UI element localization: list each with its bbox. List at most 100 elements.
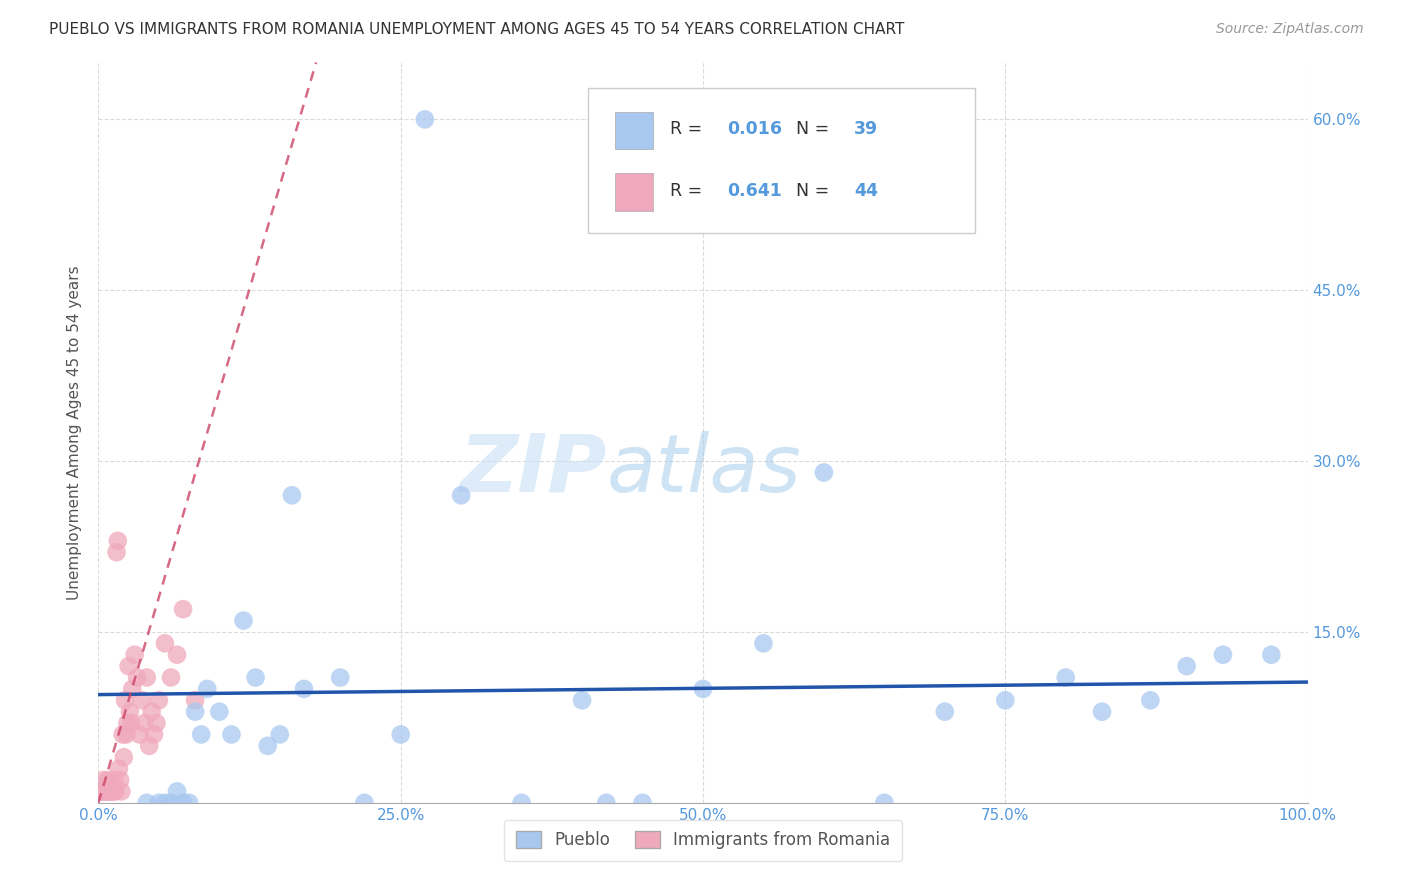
Point <box>692 681 714 696</box>
Text: 44: 44 <box>855 182 879 200</box>
Point <box>184 705 207 719</box>
Point <box>269 727 291 741</box>
Point <box>329 671 352 685</box>
Point <box>118 659 141 673</box>
Point <box>595 796 617 810</box>
Point <box>571 693 593 707</box>
Point <box>1091 705 1114 719</box>
Point <box>153 796 176 810</box>
Point <box>96 784 118 798</box>
Text: 39: 39 <box>855 120 879 138</box>
Point <box>131 693 153 707</box>
Point <box>91 784 114 798</box>
Point <box>172 796 194 810</box>
Point <box>813 466 835 480</box>
Point <box>148 693 170 707</box>
Point <box>89 784 111 798</box>
Point <box>115 727 138 741</box>
Text: ZIP: ZIP <box>458 431 606 508</box>
Point <box>135 796 157 810</box>
Point <box>873 796 896 810</box>
Point <box>153 636 176 650</box>
FancyBboxPatch shape <box>614 112 654 149</box>
Point <box>510 796 533 810</box>
Point <box>934 705 956 719</box>
Point <box>124 648 146 662</box>
Point <box>160 796 183 810</box>
Point <box>111 727 134 741</box>
Point <box>172 602 194 616</box>
Point <box>256 739 278 753</box>
Text: 0.016: 0.016 <box>727 120 782 138</box>
Point <box>118 705 141 719</box>
Point <box>141 705 163 719</box>
Point <box>752 636 775 650</box>
Point <box>292 681 315 696</box>
Point <box>389 727 412 741</box>
Point <box>232 614 254 628</box>
Point <box>100 784 122 798</box>
Point <box>145 716 167 731</box>
Point <box>128 727 150 741</box>
Point <box>135 671 157 685</box>
Point <box>184 693 207 707</box>
Point <box>166 648 188 662</box>
Y-axis label: Unemployment Among Ages 45 to 54 years: Unemployment Among Ages 45 to 54 years <box>67 265 83 600</box>
Text: R =: R = <box>671 120 709 138</box>
Point <box>148 796 170 810</box>
Point <box>90 784 112 798</box>
Text: 0.641: 0.641 <box>727 182 782 200</box>
Point <box>108 762 131 776</box>
Point <box>1175 659 1198 673</box>
Point <box>1260 648 1282 662</box>
Point <box>107 533 129 548</box>
FancyBboxPatch shape <box>588 88 976 233</box>
Point <box>101 784 124 798</box>
Point <box>1212 648 1234 662</box>
Point <box>179 796 201 810</box>
Text: atlas: atlas <box>606 431 801 508</box>
Point <box>1139 693 1161 707</box>
Point <box>353 796 375 810</box>
Point <box>160 671 183 685</box>
Point <box>98 784 121 798</box>
Point <box>108 772 131 787</box>
Point <box>100 784 122 798</box>
Point <box>121 681 143 696</box>
Text: Source: ZipAtlas.com: Source: ZipAtlas.com <box>1216 22 1364 37</box>
Point <box>195 681 218 696</box>
Point <box>97 772 120 787</box>
Point <box>134 716 156 731</box>
Point <box>138 739 160 753</box>
Point <box>104 784 127 798</box>
Point <box>120 716 142 731</box>
Point <box>631 796 654 810</box>
Point <box>112 750 135 764</box>
Point <box>93 784 115 798</box>
Point <box>105 545 128 559</box>
Point <box>143 727 166 741</box>
FancyBboxPatch shape <box>614 173 654 211</box>
Point <box>110 784 132 798</box>
Point <box>114 693 136 707</box>
Text: R =: R = <box>671 182 709 200</box>
Point <box>994 693 1017 707</box>
Point <box>281 488 304 502</box>
Point <box>190 727 212 741</box>
Point <box>245 671 267 685</box>
Text: N =: N = <box>796 182 835 200</box>
Point <box>208 705 231 719</box>
Point <box>166 784 188 798</box>
Text: N =: N = <box>796 120 835 138</box>
Text: PUEBLO VS IMMIGRANTS FROM ROMANIA UNEMPLOYMENT AMONG AGES 45 TO 54 YEARS CORRELA: PUEBLO VS IMMIGRANTS FROM ROMANIA UNEMPL… <box>49 22 904 37</box>
Point <box>103 772 125 787</box>
Point <box>117 716 139 731</box>
Point <box>450 488 472 502</box>
Legend: Pueblo, Immigrants from Romania: Pueblo, Immigrants from Romania <box>503 820 903 861</box>
Point <box>413 112 436 127</box>
Point <box>1054 671 1077 685</box>
Point <box>94 784 117 798</box>
Point <box>221 727 243 741</box>
Point <box>127 671 149 685</box>
Point <box>91 772 114 787</box>
